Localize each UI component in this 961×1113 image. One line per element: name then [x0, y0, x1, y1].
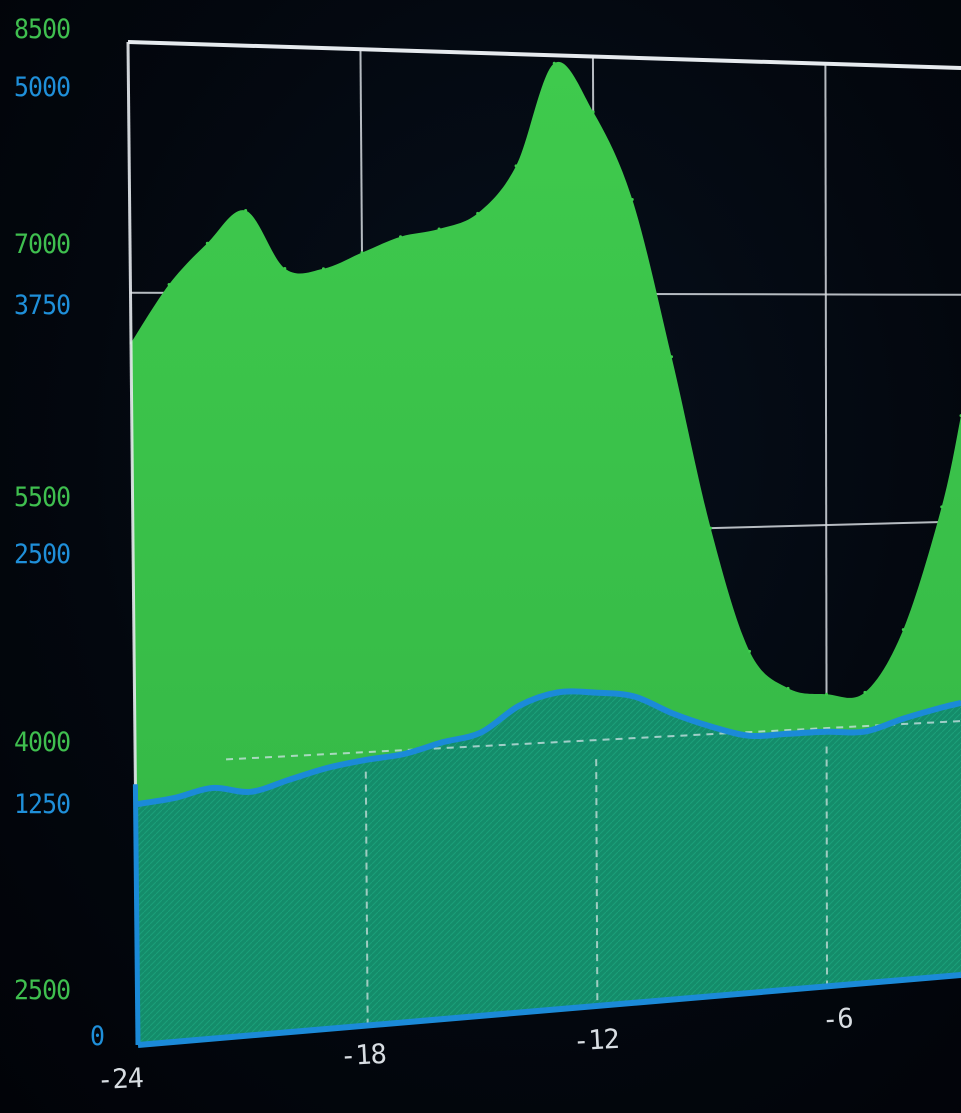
blue-data-point — [747, 733, 752, 738]
green-data-point — [167, 283, 171, 287]
green-data-point — [863, 690, 867, 694]
green-data-point — [283, 266, 287, 270]
y-axis-blue — [132, 784, 141, 1046]
blue-data-point — [171, 796, 176, 801]
green-data-point — [321, 267, 325, 271]
y-tick-green-2500: 2500 — [14, 975, 71, 1006]
y-tick-blue-0: 0 — [90, 1021, 105, 1052]
y-tick-blue-5000: 5000 — [14, 72, 71, 103]
green-data-point — [437, 227, 441, 231]
blue-data-point — [555, 690, 560, 695]
blue-data-point — [478, 730, 483, 735]
grid-line-v-dashed — [364, 771, 369, 1026]
green-data-point — [591, 110, 595, 114]
frame-top — [127, 40, 961, 70]
blue-series-area — [135, 691, 961, 1045]
y-tick-green-7000: 7000 — [14, 229, 71, 260]
blue-data-point — [786, 731, 791, 736]
blue-data-point — [670, 711, 675, 716]
blue-data-point — [402, 752, 407, 757]
green-data-point — [901, 628, 905, 632]
green-data-point — [709, 526, 713, 530]
green-data-point — [748, 649, 752, 653]
series-layer — [129, 61, 961, 1046]
blue-data-point — [363, 757, 368, 762]
blue-data-point — [593, 690, 598, 695]
grid-line-v-dashed — [595, 759, 599, 1006]
x-axis — [137, 972, 961, 1048]
x-tick--24: -24 — [96, 1062, 144, 1097]
green-data-point — [786, 686, 790, 690]
green-data-point — [630, 197, 634, 201]
y-tick-blue-3750: 3750 — [14, 290, 71, 321]
y-tick-blue-1250: 1250 — [14, 789, 71, 820]
blue-data-point — [325, 765, 330, 770]
blue-data-point — [248, 789, 253, 794]
green-data-point — [399, 235, 403, 239]
x-tick--18: -18 — [339, 1038, 387, 1073]
blue-data-point — [632, 694, 637, 699]
green-data-point — [825, 692, 829, 696]
green-data-point — [244, 209, 248, 213]
green-data-point — [670, 355, 674, 359]
frame-layer — [126, 40, 961, 1048]
green-data-point — [552, 61, 556, 65]
green-data-point — [514, 164, 518, 168]
y-tick-green-8500: 8500 — [14, 14, 71, 45]
blue-data-point — [862, 729, 867, 734]
x-tick--6: -6 — [821, 1003, 854, 1036]
blue-data-point — [517, 703, 522, 708]
x-tick--12: -12 — [572, 1023, 620, 1058]
blue-data-point — [210, 785, 215, 790]
blue-data-point — [901, 716, 906, 721]
green-data-point — [205, 241, 209, 245]
y-tick-green-5500: 5500 — [14, 482, 71, 513]
green-data-point — [360, 251, 364, 255]
blue-data-point — [939, 705, 944, 710]
blue-data-point — [287, 777, 292, 782]
blue-data-point — [440, 740, 445, 745]
y-tick-blue-2500: 2500 — [14, 539, 71, 570]
y-tick-green-4000: 4000 — [14, 727, 71, 758]
blue-data-point — [824, 729, 829, 734]
reference-line — [225, 720, 961, 761]
green-data-point — [476, 211, 480, 215]
green-data-point — [940, 505, 944, 509]
blue-data-point — [709, 724, 714, 729]
